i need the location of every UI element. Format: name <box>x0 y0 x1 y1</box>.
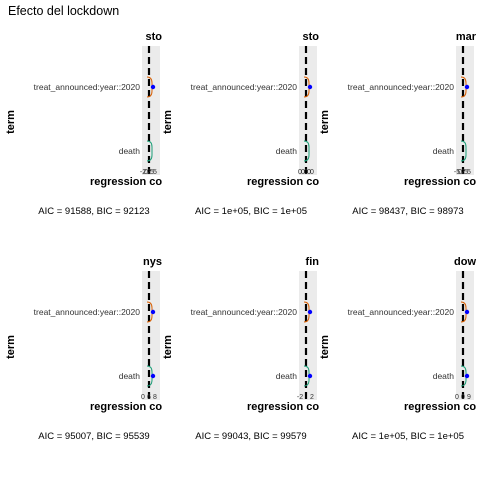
term-label: death <box>276 371 298 381</box>
point-estimate <box>464 309 470 315</box>
y-axis-title: term <box>5 335 17 359</box>
x-tick-label: 9 <box>467 394 471 401</box>
y-axis-title: term <box>319 110 331 134</box>
x-axis-title: regression co <box>90 401 162 413</box>
x-tick-label: 0 <box>141 394 145 401</box>
x-tick-label: 5 <box>464 169 468 176</box>
term-label: treat_announced:year::2020 <box>191 82 298 92</box>
x-tick-label: 2 <box>310 394 314 401</box>
x-tick-label: 0 <box>298 169 302 176</box>
y-axis-title: term <box>319 335 331 359</box>
x-axis-title: regression co <box>90 176 162 188</box>
x-tick-label: 0 <box>301 169 305 176</box>
term-label: treat_announced:year::2020 <box>34 307 141 317</box>
x-tick-label: 8 <box>153 394 157 401</box>
point-estimate <box>464 373 470 379</box>
y-axis-title: term <box>162 335 174 359</box>
x-tick-label: 0 <box>307 169 311 176</box>
estimate-bracket <box>146 140 153 162</box>
x-tick-label: 0 <box>304 169 308 176</box>
x-axis-title: regression co <box>247 401 319 413</box>
panel-title-3: nys <box>143 256 162 268</box>
x-tick-label: 5 <box>153 169 157 176</box>
model-fit-stats: AIC = 91588, BIC = 92123 <box>38 206 149 217</box>
panel-background <box>456 46 474 175</box>
estimate-bracket <box>460 140 467 162</box>
term-label: death <box>433 146 455 156</box>
point-estimate <box>150 84 156 90</box>
panel-title-0: sto <box>146 31 163 43</box>
x-axis-title: regression co <box>404 176 476 188</box>
figure-title: Efecto del lockdown <box>8 4 120 18</box>
panel-title-1: sto <box>303 31 320 43</box>
y-axis-title: term <box>162 110 174 134</box>
estimate-bracket <box>303 140 310 162</box>
model-fit-stats: AIC = 99043, BIC = 99579 <box>195 431 306 442</box>
panel-background <box>142 46 160 175</box>
panel-title-5: dow <box>454 256 476 268</box>
x-tick-label: -2 <box>297 394 303 401</box>
model-fit-stats: AIC = 95007, BIC = 95539 <box>38 431 149 442</box>
point-estimate <box>307 309 313 315</box>
x-tick-label: 5 <box>150 169 154 176</box>
term-label: death <box>119 146 141 156</box>
x-tick-label: 5 <box>467 169 471 176</box>
panel-background <box>299 46 317 175</box>
term-label: treat_announced:year::2020 <box>348 307 455 317</box>
x-tick-label: 0 <box>310 169 314 176</box>
panel-title-2: mar <box>456 31 477 43</box>
term-label: treat_announced:year::2020 <box>348 82 455 92</box>
point-estimate <box>150 373 156 379</box>
x-tick-label: 2 <box>147 169 151 176</box>
model-fit-stats: AIC = 1e+05, BIC = 1e+05 <box>352 431 464 442</box>
panel-title-4: fin <box>306 256 320 268</box>
x-axis-title: regression co <box>247 176 319 188</box>
x-tick-label: 0 <box>461 394 465 401</box>
x-tick-label: -5 <box>454 169 460 176</box>
term-label: treat_announced:year::2020 <box>34 82 141 92</box>
x-tick-label: 2 <box>461 169 465 176</box>
x-tick-label: 0 <box>455 394 459 401</box>
x-axis-title: regression co <box>404 401 476 413</box>
term-label: treat_announced:year::2020 <box>191 307 298 317</box>
panel-background <box>142 271 160 400</box>
point-estimate <box>150 309 156 315</box>
panel-background <box>299 271 317 400</box>
model-fit-stats: AIC = 98437, BIC = 98973 <box>352 206 463 217</box>
point-estimate <box>307 84 313 90</box>
term-label: death <box>119 371 141 381</box>
term-label: death <box>276 146 298 156</box>
point-estimate <box>307 373 313 379</box>
x-tick-label: 6 <box>147 394 151 401</box>
point-estimate <box>464 84 470 90</box>
term-label: death <box>433 371 455 381</box>
model-fit-stats: AIC = 1e+05, BIC = 1e+05 <box>195 206 307 217</box>
x-tick-label: -2 <box>140 169 146 176</box>
y-axis-title: term <box>5 110 17 134</box>
x-tick-label: 0 <box>144 169 148 176</box>
x-tick-label: 0 <box>458 169 462 176</box>
panel-background <box>456 271 474 400</box>
